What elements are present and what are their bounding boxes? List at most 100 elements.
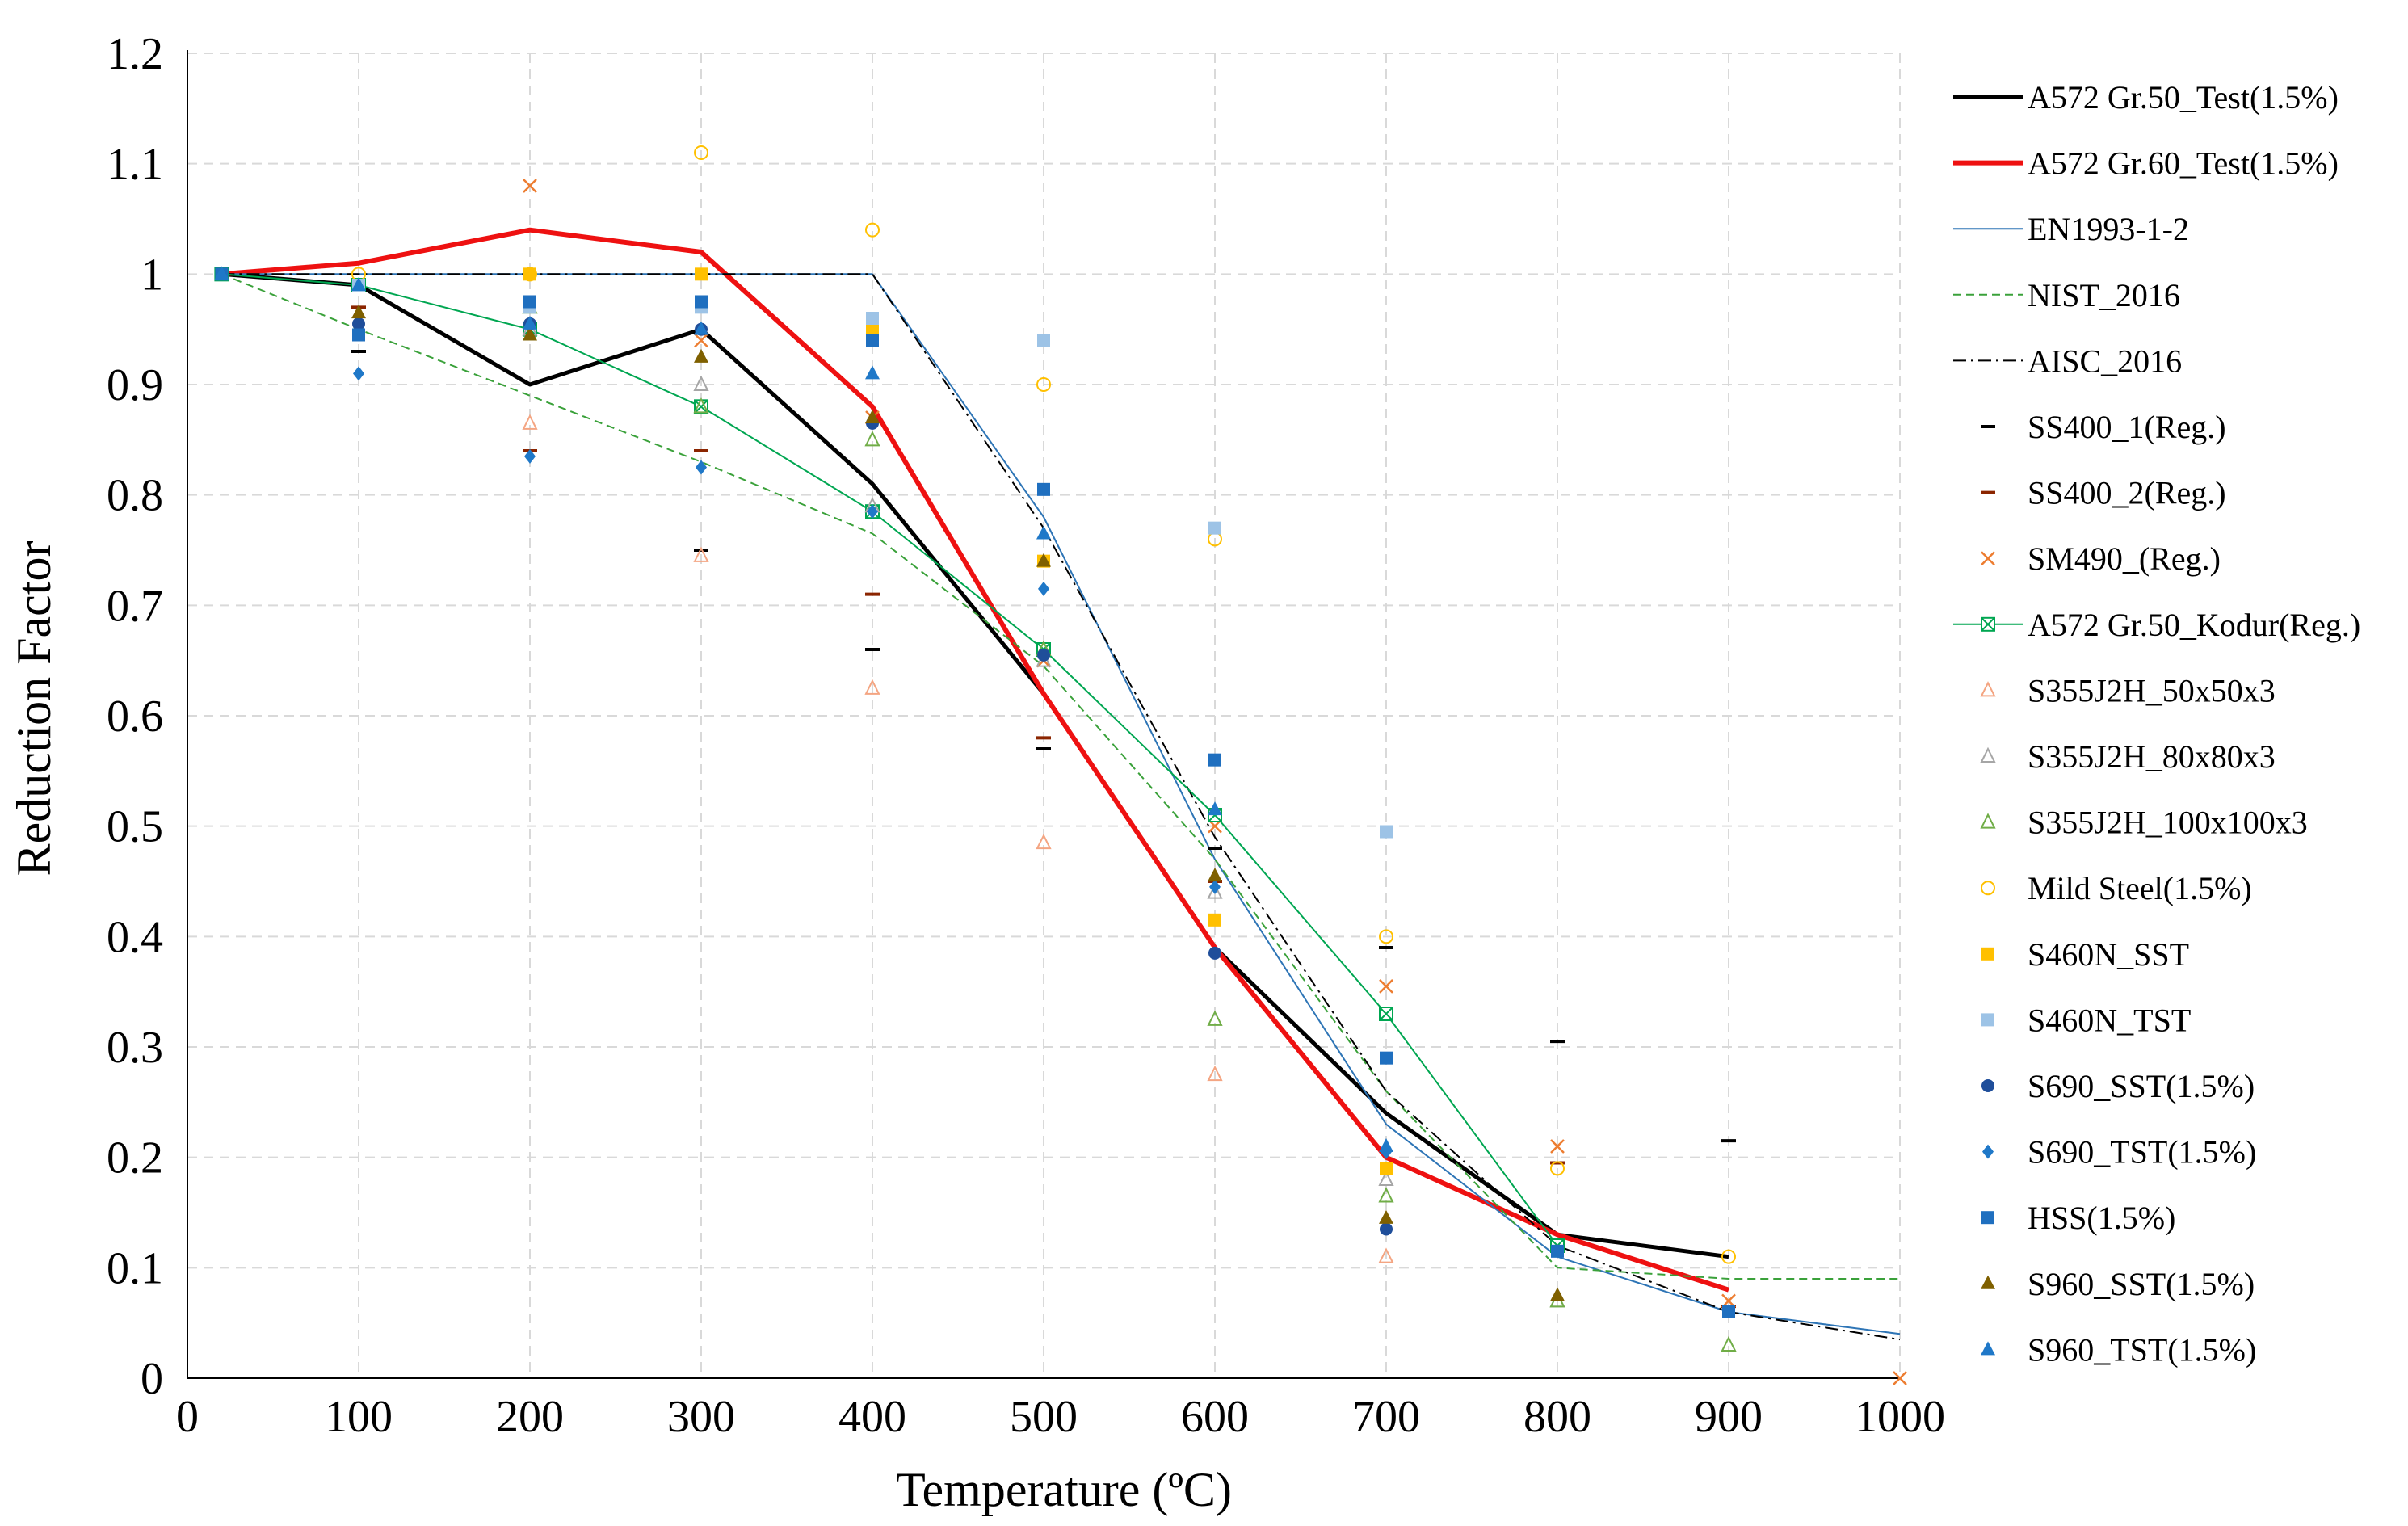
y-tick-label: 1.1 <box>107 140 163 190</box>
data-point <box>693 375 709 391</box>
legend-marker <box>1981 551 1995 566</box>
legend-marker <box>1981 1211 1994 1225</box>
data-point <box>1038 581 1049 596</box>
grid <box>187 53 1901 1378</box>
data-point <box>1893 1371 1907 1385</box>
data-point <box>352 317 365 330</box>
legend-item: SM490_(Reg.) <box>1981 540 2221 577</box>
x-tick-label: 900 <box>1695 1392 1763 1442</box>
data-point <box>1036 553 1051 567</box>
legend-item: SS400_2(Reg.) <box>1981 475 2226 511</box>
data-point <box>695 267 708 281</box>
legend-label: A572 Gr.50_Test(1.5%) <box>2028 79 2339 116</box>
legend-marker <box>1981 616 1995 632</box>
series-line-2 <box>221 273 1901 1335</box>
legend-item: NIST_2016 <box>1953 277 2180 313</box>
legend-label: S960_TST(1.5%) <box>2028 1331 2256 1368</box>
data-point <box>1378 1170 1394 1186</box>
x-tick-label: 200 <box>496 1392 564 1442</box>
x-tick-label: 500 <box>1010 1392 1078 1442</box>
legend-label: AISC_2016 <box>2028 343 2182 379</box>
data-point <box>522 414 538 430</box>
y-tick-label: 0.7 <box>107 581 163 631</box>
data-point <box>214 266 229 280</box>
data-point <box>523 295 536 309</box>
legend-item: S460N_SST <box>1981 936 2189 973</box>
data-point <box>1208 521 1221 535</box>
x-tick-label: 0 <box>176 1392 199 1442</box>
data-point <box>694 348 708 363</box>
y-tick-label: 0.2 <box>107 1133 163 1183</box>
data-point <box>864 679 880 695</box>
data-point <box>523 315 537 330</box>
data-point <box>1550 1139 1565 1154</box>
plot-area <box>214 145 1907 1385</box>
data-point <box>1551 1244 1564 1258</box>
legend-label: A572 Gr.50_Kodur(Reg.) <box>2028 607 2360 643</box>
series-line-8 <box>221 273 1558 1246</box>
data-point <box>1037 334 1050 347</box>
legend-item: A572 Gr.60_Test(1.5%) <box>1953 145 2339 182</box>
y-axis-title: Reduction Factor <box>7 541 61 877</box>
legend-marker <box>1981 1013 1994 1027</box>
data-point <box>1207 1065 1223 1082</box>
legend-item: S355J2H_80x80x3 <box>1980 738 2276 775</box>
legend-item: S960_SST(1.5%) <box>1981 1266 2255 1302</box>
tick-labels: 0 100 200 300 400 500 600 700 800 900 1000 0 0.1 0.2 0… <box>107 29 1945 1442</box>
legend-label: S355J2H_100x100x3 <box>2028 805 2308 841</box>
data-point <box>1380 825 1393 839</box>
y-tick-label: 0.8 <box>107 471 163 521</box>
data-point <box>867 504 878 519</box>
data-point <box>524 448 536 464</box>
data-point <box>696 460 707 475</box>
series-line-0 <box>221 271 1729 1259</box>
y-tick-label: 0.9 <box>107 360 163 410</box>
data-point <box>1380 1051 1393 1065</box>
legend-marker <box>1980 681 1996 697</box>
data-point <box>1378 1187 1394 1203</box>
data-point <box>694 145 708 160</box>
data-point <box>1379 1007 1393 1021</box>
data-point <box>353 366 364 381</box>
data-point <box>694 333 708 348</box>
legend-label: S355J2H_80x80x3 <box>2028 738 2276 775</box>
legend-label: S355J2H_50x50x3 <box>2028 672 2276 708</box>
data-point <box>1036 377 1051 392</box>
data-point <box>865 410 880 423</box>
legend-item: AISC_2016 <box>1953 343 2182 379</box>
legend-item: S355J2H_100x100x3 <box>1980 805 2308 841</box>
data-point <box>1550 1287 1565 1301</box>
x-tick-label: 700 <box>1352 1392 1420 1442</box>
legend-item: EN1993-1-2 <box>1953 211 2189 247</box>
data-point <box>1037 648 1050 662</box>
data-point <box>865 365 880 380</box>
legend-marker <box>1980 746 1996 763</box>
legend-item: S960_TST(1.5%) <box>1981 1331 2256 1368</box>
legend-label: S960_SST(1.5%) <box>2028 1266 2255 1302</box>
series-line-1 <box>221 227 1729 1293</box>
legend-item: S690_TST(1.5%) <box>1982 1134 2256 1171</box>
legend-label: HSS(1.5%) <box>2028 1200 2175 1236</box>
data-point <box>1721 1293 1736 1309</box>
y-tick-label: 0.4 <box>107 912 163 962</box>
data-point <box>523 179 537 193</box>
legend-label: SS400_1(Reg.) <box>2028 409 2226 445</box>
data-point <box>1379 1138 1393 1152</box>
data-point <box>1721 1249 1736 1264</box>
legend-marker <box>1981 881 1995 896</box>
x-tick-label: 600 <box>1181 1392 1249 1442</box>
data-point <box>1380 1222 1393 1236</box>
data-point <box>1208 946 1221 960</box>
y-tick-label: 0 <box>141 1354 163 1404</box>
legend-marker <box>1981 1079 1994 1092</box>
data-point <box>1550 1161 1565 1176</box>
data-point <box>352 328 365 342</box>
legend-marker <box>1980 813 1996 829</box>
y-tick-label: 1.2 <box>107 29 163 79</box>
legend-item: Mild Steel(1.5%) <box>1981 870 2252 906</box>
data-point <box>693 546 709 562</box>
data-point <box>866 334 879 347</box>
data-point <box>1379 978 1393 994</box>
data-point <box>865 222 880 238</box>
